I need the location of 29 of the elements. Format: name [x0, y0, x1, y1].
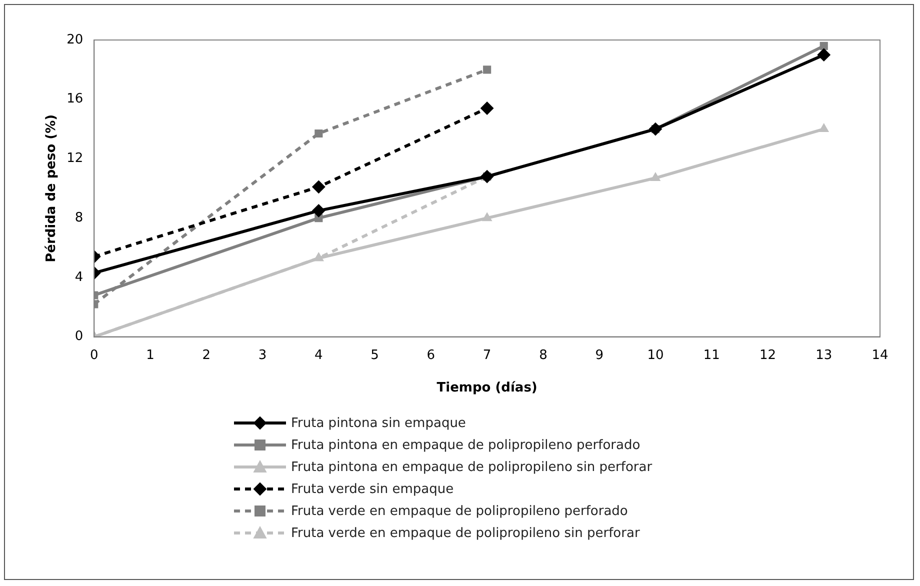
x-axis-title: Tiempo (días) — [436, 380, 538, 396]
y-tick-label: 12 — [66, 151, 84, 166]
x-tick-label: 13 — [816, 348, 832, 363]
y-tick-label: 20 — [66, 32, 84, 48]
y-tick-label: 0 — [74, 329, 84, 344]
x-tick-label: 12 — [759, 348, 776, 363]
x-tick-label: 9 — [595, 348, 604, 363]
y-axis-title: Pérdida de peso (%) — [44, 114, 60, 262]
x-tick-label: 1 — [146, 348, 154, 363]
legend-label: Fruta verde sin empaque — [291, 482, 454, 496]
y-tick-label: 8 — [74, 210, 84, 226]
legend-label: Fruta pintona sin empaque — [291, 416, 466, 430]
x-tick-label: 5 — [370, 348, 379, 363]
x-tick-label: 0 — [90, 348, 98, 363]
legend-label: Fruta pintona en empaque de polipropileno perforado — [291, 438, 640, 452]
y-tick-label: 16 — [66, 92, 84, 107]
x-tick-label: 14 — [872, 348, 888, 363]
y-tick-label: 4 — [74, 270, 84, 285]
x-tick-label: 8 — [539, 348, 548, 363]
x-tick-label: 7 — [482, 348, 492, 363]
x-tick-label: 4 — [314, 348, 323, 363]
x-tick-label: 10 — [647, 348, 664, 363]
x-tick-label: 6 — [426, 348, 436, 363]
x-tick-label: 3 — [258, 348, 267, 363]
legend-label: Fruta verde en empaque de polipropileno sin perforar — [291, 526, 640, 540]
x-tick-label: 2 — [202, 348, 211, 363]
legend-label: Fruta pintona en empaque de polipropileno sin perforar — [291, 460, 652, 474]
x-tick-label: 11 — [703, 348, 720, 363]
legend-label: Fruta verde en empaque de polipropileno perforado — [291, 504, 628, 518]
